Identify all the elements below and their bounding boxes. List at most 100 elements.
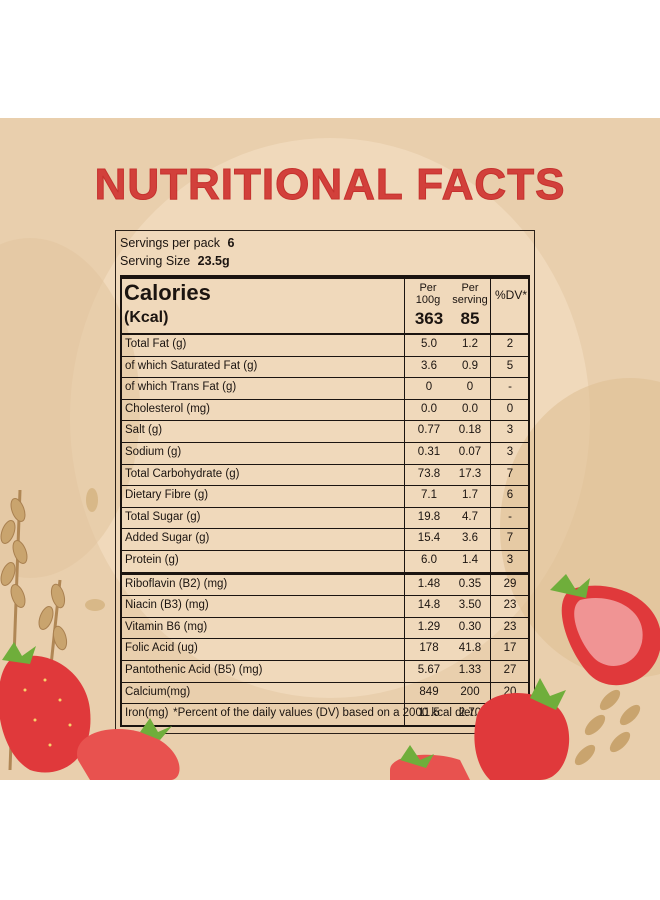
kcal-label: (Kcal) (124, 309, 169, 326)
nutrient-name: Iron(mg) (125, 707, 169, 720)
per-serving-value: 0.0 (462, 402, 478, 415)
per-100g-value: 7.1 (421, 489, 437, 502)
table-header: Calories (Kcal) Per 100g Per serving %DV… (122, 279, 528, 335)
column-divider (404, 335, 405, 725)
per-100g-value: 6.0 (421, 553, 437, 566)
table-row: Riboflavin (B2) (mg) 1.48 0.35 29 (122, 575, 528, 597)
dv-value: 27 (503, 663, 517, 676)
nutrient-name: of which Saturated Fat (g) (125, 359, 258, 372)
per-serving-value: 200 (460, 685, 480, 698)
table-row: Dietary Fibre (g) 7.1 1.7 6 (122, 486, 528, 508)
brush-stroke (70, 138, 590, 698)
per-serving-value: 4.7 (462, 510, 478, 523)
per-100g-value: 15.4 (417, 532, 441, 545)
dv-value: - (508, 510, 512, 523)
per-100g-value: 1.29 (417, 620, 441, 633)
table-row: Calcium(mg) 849 200 20 (122, 683, 528, 705)
dv-value: 7 (506, 467, 514, 480)
calories-per-100g: 363 (414, 309, 444, 328)
serving-size: Serving Size 23.5g (120, 254, 230, 268)
per-100g-value: 1.48 (417, 577, 441, 590)
dv-value: 3 (506, 553, 514, 566)
per-serving-value: 2.70 (458, 707, 482, 720)
nutrient-grid: Calories (Kcal) Per 100g Per serving %DV… (120, 275, 530, 727)
table-row: Total Carbohydrate (g) 73.8 17.3 7 (122, 465, 528, 487)
per-100g-value: 178 (419, 642, 439, 655)
servings-label: Servings per pack (120, 236, 221, 250)
nutrient-name: Cholesterol (mg) (125, 402, 210, 415)
dv-value: 2 (506, 338, 514, 350)
per-100g-value: 19.8 (417, 510, 441, 523)
per-serving-value: 0.07 (458, 445, 482, 458)
nutrient-name: Sodium (g) (125, 445, 182, 458)
nutrient-rows: Total Fat (g) 5.0 1.2 2 of which Saturated … (122, 335, 528, 725)
per-serving-value: 1.7 (462, 489, 478, 502)
column-divider (490, 279, 491, 333)
page-title: NUTRITIONAL FACTS (94, 160, 566, 210)
nutrient-name: Riboflavin (B2) (mg) (125, 577, 228, 590)
dv-value: 3 (506, 424, 514, 437)
dv-value: 17 (503, 642, 517, 655)
table-row: Total Fat (g) 5.0 1.2 2 (122, 335, 528, 357)
per-100g-value: 0.0 (421, 402, 437, 415)
per-100g-value: 849 (419, 685, 439, 698)
per-100g-value: 0 (425, 381, 433, 394)
nutrient-name: Protein (g) (125, 553, 179, 566)
table-row: Added Sugar (g) 15.4 3.6 7 (122, 529, 528, 551)
nutrient-name: of which Trans Fat (g) (125, 381, 237, 394)
nutrient-name: Salt (g) (125, 424, 163, 437)
per-serving-value: 0.18 (458, 424, 482, 437)
per-100g-value: 73.8 (417, 467, 441, 480)
per-serving-header: Per serving (448, 282, 492, 306)
column-divider (490, 335, 491, 725)
per-100g-value: 3.6 (421, 359, 437, 372)
nutrient-name: Niacin (B3) (mg) (125, 599, 209, 612)
serving-size-label: Serving Size (120, 254, 191, 268)
table-row: Total Sugar (g) 19.8 4.7 - (122, 508, 528, 530)
per-serving-header-line1: Per (461, 282, 479, 294)
dv-value: 29 (503, 577, 517, 590)
strawberry-icon (0, 642, 180, 780)
column-divider (404, 279, 405, 333)
servings-value: 6 (227, 236, 235, 250)
dv-value: 23 (503, 599, 517, 612)
per-serving-value: 0.35 (458, 577, 482, 590)
table-row: Pantothenic Acid (B5) (mg) 5.67 1.33 27 (122, 661, 528, 683)
table-row: Cholesterol (mg) 0.0 0.0 0 (122, 400, 528, 422)
per-100g-value: 5.0 (421, 338, 437, 350)
per-serving-value: 0.9 (462, 359, 478, 372)
dv-value: - (508, 381, 512, 394)
nutrient-name: Calcium(mg) (125, 685, 191, 698)
servings-per-pack: Servings per pack 6 (120, 236, 235, 250)
per-100g-value: 11.5 (418, 707, 440, 720)
per-100g-value: 0.31 (417, 445, 441, 458)
calories-per-serving: 85 (460, 309, 480, 328)
table-row: Iron(mg)11.52.7012 (122, 704, 528, 725)
per-100g-header: Per 100g (408, 282, 448, 306)
footnote: *Percent of the daily values (DV) based … (173, 707, 477, 719)
nutrition-table: Servings per pack 6 Serving Size 23.5g C… (115, 230, 535, 734)
table-row: of which Trans Fat (g) 0 0 - (122, 378, 528, 400)
table-row: Folic Acid (ug) 178 41.8 17 (122, 639, 528, 661)
table-row: Protein (g) 6.0 1.4 3 (122, 551, 528, 575)
per-100g-value: 14.8 (417, 599, 441, 612)
dv-value: 7 (506, 532, 514, 545)
oat-flake-icon (86, 488, 98, 512)
per-serving-value: 3.50 (458, 599, 482, 612)
background-panel (0, 118, 660, 780)
nutrient-name: Total Fat (g) (125, 338, 187, 350)
per-100g-header-line1: Per (419, 282, 437, 294)
per-serving-value: 0.30 (458, 620, 482, 633)
nutrient-name: Total Sugar (g) (125, 510, 201, 523)
table-row: of which Saturated Fat (g) 3.6 0.9 5 (122, 357, 528, 379)
nutrient-name: Folic Acid (ug) (125, 642, 198, 655)
per-100g-value: 0.77 (417, 424, 441, 437)
nutrient-name: Pantothenic Acid (B5) (mg) (125, 663, 263, 676)
strawberry-icon (390, 574, 660, 780)
dv-value: 0 (506, 402, 514, 415)
table-row: Sodium (g) 0.31 0.07 3 (122, 443, 528, 465)
per-serving-value: 1.2 (462, 338, 478, 350)
nutrient-name: Vitamin B6 (mg) (125, 620, 208, 633)
per-100g-header-line2: 100g (415, 294, 441, 306)
dv-value: 3 (506, 445, 514, 458)
